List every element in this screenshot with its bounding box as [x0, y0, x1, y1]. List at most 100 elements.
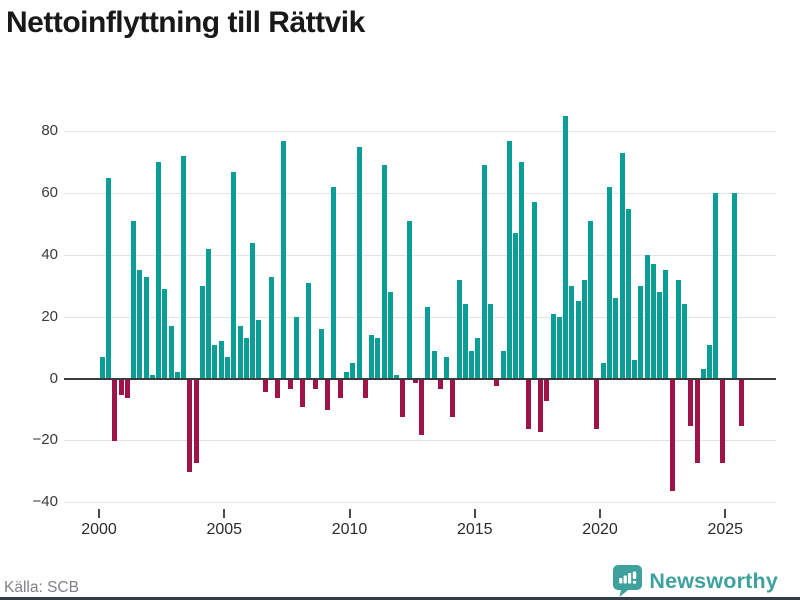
bar-2023-Q2	[682, 304, 688, 379]
bar-2018-Q4	[569, 285, 575, 379]
bar-2020-Q3	[613, 298, 619, 379]
newsworthy-wordmark: Newsworthy	[649, 568, 778, 593]
x-axis-tick	[348, 509, 351, 518]
bar-2009-Q1	[325, 379, 331, 411]
bar-2015-Q2	[481, 165, 487, 379]
bar-2001-Q2	[131, 220, 136, 379]
bar-2013-Q1	[425, 307, 431, 379]
y-axis-label: 20	[41, 307, 58, 325]
bar-2016-Q4	[519, 162, 525, 379]
bar-2014-Q2	[456, 279, 462, 379]
bar-2007-Q4	[293, 316, 299, 379]
x-axis-label: 2020	[582, 521, 618, 538]
bar-2008-Q4	[318, 329, 324, 379]
x-axis-tick	[724, 509, 727, 518]
bar-2019-Q4	[594, 379, 600, 429]
newsworthy-icon	[613, 565, 643, 597]
bar-2009-Q4	[343, 372, 349, 379]
bar-2003-Q1	[174, 372, 180, 379]
bar-2022-Q2	[657, 292, 663, 379]
bar-2012-Q4	[419, 379, 425, 436]
bar-2002-Q3	[162, 288, 168, 379]
bar-2011-Q2	[381, 165, 387, 379]
bar-2020-Q4	[619, 152, 625, 379]
bar-2001-Q4	[143, 276, 149, 379]
bar-2010-Q1	[350, 363, 356, 379]
y-axis-label: −20	[32, 431, 58, 449]
bar-2002-Q4	[168, 326, 174, 379]
bar-2015-Q4	[494, 379, 500, 386]
bar-2000-Q1	[99, 356, 105, 379]
bar-2021-Q2	[632, 360, 637, 379]
x-axis-tick	[599, 509, 601, 518]
bar-2008-Q3	[312, 379, 318, 389]
bar-2002-Q1	[149, 375, 155, 379]
bar-2021-Q3	[638, 285, 644, 379]
bar-2008-Q2	[306, 282, 312, 379]
bar-2007-Q3	[287, 379, 293, 389]
bar-2022-Q1	[650, 264, 656, 379]
zero-line	[64, 377, 776, 380]
bar-2009-Q2	[331, 186, 337, 379]
bar-2012-Q1	[400, 379, 406, 417]
bar-2008-Q1	[300, 379, 306, 408]
bottom-edge	[0, 597, 800, 600]
chart-title: Nettoinflyttning till Rättvik	[6, 6, 365, 39]
bar-2023-Q1	[675, 279, 681, 379]
bar-2005-Q3	[237, 326, 243, 379]
bar-2004-Q3	[212, 344, 218, 379]
bar-2014-Q1	[450, 379, 456, 417]
bar-2000-Q3	[112, 379, 118, 442]
bar-2005-Q4	[243, 338, 249, 379]
bar-2016-Q1	[500, 350, 506, 379]
bar-2011-Q3	[387, 292, 393, 379]
bar-2018-Q2	[556, 316, 562, 379]
bar-2012-Q3	[412, 379, 418, 383]
bar-2023-Q4	[694, 379, 700, 463]
bar-2017-Q2	[531, 202, 537, 379]
bar-2006-Q4	[268, 276, 274, 379]
bar-2010-Q4	[369, 335, 374, 379]
bar-2001-Q1	[124, 379, 130, 398]
gridline	[64, 316, 776, 318]
y-axis-label: −40	[32, 493, 58, 511]
bar-2007-Q2	[281, 140, 287, 379]
gridline	[64, 440, 776, 442]
bar-2007-Q1	[275, 379, 281, 398]
bar-2005-Q2	[231, 171, 237, 379]
bar-2019-Q2	[581, 279, 587, 379]
newsworthy-logo: Newsworthy	[613, 564, 778, 598]
bar-2013-Q4	[444, 356, 450, 379]
bar-2004-Q2	[206, 248, 212, 379]
bar-2025-Q2	[732, 193, 738, 379]
bar-2006-Q3	[262, 379, 268, 392]
bar-2017-Q4	[544, 379, 550, 402]
bar-2000-Q2	[106, 177, 111, 379]
y-axis-label: 80	[41, 122, 58, 140]
bar-2011-Q4	[394, 375, 399, 379]
bar-2004-Q4	[218, 341, 224, 379]
bar-2022-Q4	[669, 379, 675, 491]
bar-2000-Q4	[118, 379, 124, 395]
bar-2015-Q3	[488, 304, 493, 379]
y-axis-label: 40	[41, 245, 58, 263]
bar-2006-Q2	[256, 319, 262, 379]
source-note: Källa: SCB	[4, 579, 79, 596]
bar-2003-Q3	[187, 379, 193, 473]
plot-area: 80 60 40 20 0 −20 −40 2000 2005 2010 2015 2020 2025	[32, 115, 776, 538]
bar-2011-Q1	[375, 338, 381, 379]
bar-2006-Q1	[250, 242, 255, 379]
bar-2004-Q1	[199, 285, 205, 379]
bar-2025-Q3	[738, 379, 744, 426]
x-axis-label: 2010	[331, 521, 368, 538]
bar-2013-Q3	[437, 379, 443, 389]
x-axis-label: 2000	[81, 521, 117, 538]
bar-2014-Q3	[462, 304, 468, 379]
gridline	[64, 502, 776, 504]
bar-2023-Q3	[688, 379, 694, 426]
bar-2005-Q1	[224, 356, 230, 379]
y-axis-label: 0	[49, 369, 58, 387]
bar-2002-Q2	[156, 162, 162, 379]
bar-2016-Q3	[513, 233, 518, 379]
bar-2022-Q3	[663, 270, 669, 379]
